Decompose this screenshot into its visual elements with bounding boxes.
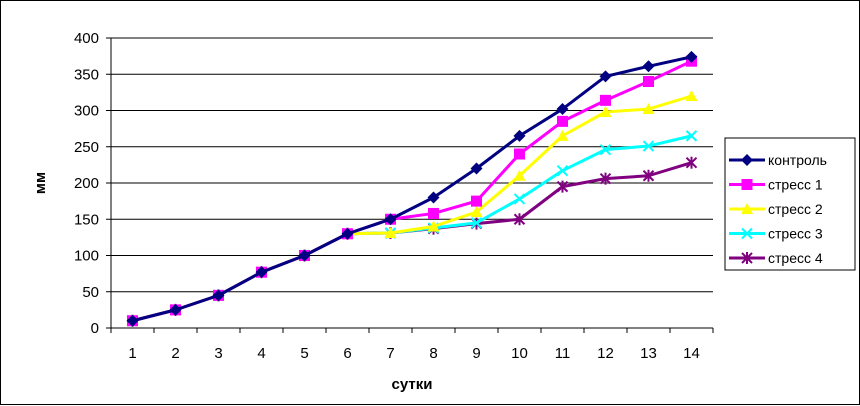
legend-marker <box>741 252 753 264</box>
x-tick-label: 7 <box>386 345 394 362</box>
x-tick-label: 1 <box>128 345 136 362</box>
series-3-point <box>642 140 655 152</box>
x-tick-label: 3 <box>214 345 222 362</box>
series-3-point <box>513 193 526 205</box>
series-2-point <box>470 206 483 217</box>
legend-label: стресс 3 <box>768 226 823 242</box>
series-4-point <box>556 180 569 193</box>
legend-item: стресс 3 <box>729 226 823 242</box>
series-0-point <box>341 227 354 240</box>
legend-marker <box>741 227 753 240</box>
legend-item: стресс 2 <box>729 201 823 217</box>
x-tick-label: 8 <box>429 345 437 362</box>
y-tick-label: 300 <box>74 103 99 120</box>
y-tick-label: 150 <box>74 211 99 228</box>
x-tick-label: 5 <box>300 345 308 362</box>
series-0-point <box>255 266 268 279</box>
legend-label: стресс 1 <box>768 177 823 193</box>
y-tick-label: 100 <box>74 248 99 265</box>
series-0-point <box>642 60 655 73</box>
series-2-point <box>513 169 526 181</box>
series-3-point <box>556 164 569 177</box>
series-4-point <box>599 172 612 185</box>
x-tick-label: 10 <box>511 345 528 362</box>
series-4-point <box>642 169 655 182</box>
x-tick-label: 4 <box>257 345 265 362</box>
series-0-point <box>427 191 440 204</box>
series-1-point <box>428 207 439 219</box>
x-tick-label: 13 <box>640 345 657 362</box>
series-2-point <box>556 129 569 141</box>
legend-item: стресс 1 <box>729 177 823 193</box>
series-1-point <box>471 195 482 207</box>
series-0-point <box>599 70 612 83</box>
gridlines <box>111 37 713 293</box>
x-tick-label: 12 <box>597 345 614 362</box>
legend-item: стресс 4 <box>729 250 823 266</box>
series-2-point <box>642 103 655 115</box>
series-3-point <box>685 130 698 142</box>
series-0-point <box>298 249 311 262</box>
series-2-point <box>685 90 698 101</box>
y-tick-label: 200 <box>74 175 99 192</box>
x-tick-label: 9 <box>472 345 480 362</box>
y-tick-label: 50 <box>82 284 99 301</box>
series-0-point <box>212 289 225 302</box>
series-0-point <box>556 103 569 116</box>
y-tick-label: 350 <box>74 66 99 83</box>
legend-label: стресс 4 <box>768 250 823 266</box>
series-4-point <box>685 156 698 169</box>
legend-label: контроль <box>768 152 827 168</box>
series-2-point <box>599 105 612 117</box>
legend-marker <box>741 179 753 190</box>
legend-item: контроль <box>729 152 827 168</box>
series-3-point <box>599 143 612 156</box>
y-tick-label: 400 <box>74 30 99 47</box>
legend-marker <box>741 154 753 166</box>
x-tick-label: 11 <box>555 345 571 362</box>
series-0-point <box>470 162 483 175</box>
series-0-point <box>126 314 139 327</box>
y-axis-title: мм <box>32 172 49 194</box>
series-3-point <box>470 217 483 229</box>
series-0-point <box>384 213 397 226</box>
x-axis-title: сутки <box>392 376 433 393</box>
series-2-point <box>384 227 397 239</box>
series-0-point <box>513 129 526 142</box>
series-1-point <box>643 76 654 87</box>
series-0-point <box>685 50 698 63</box>
series-1-point <box>557 115 568 127</box>
series-4-point <box>513 213 526 226</box>
series-layer <box>126 50 698 327</box>
x-tick-label: 6 <box>343 345 351 362</box>
legend: контроль стресс 1 стресс 2 стресс 3 стресс 4 <box>724 137 856 271</box>
x-tick-label: 14 <box>683 345 700 362</box>
series-1-point <box>600 94 611 106</box>
x-tick-label: 2 <box>171 345 179 362</box>
legend-label: стресс 2 <box>768 201 823 217</box>
series-1-point <box>514 148 525 160</box>
series-0-line <box>132 55 692 323</box>
legend-marker <box>741 203 753 214</box>
y-tick-label: 250 <box>74 139 99 156</box>
series-2-point <box>427 220 440 232</box>
series-0-point <box>169 303 182 316</box>
y-tick-label: 0 <box>91 320 99 337</box>
